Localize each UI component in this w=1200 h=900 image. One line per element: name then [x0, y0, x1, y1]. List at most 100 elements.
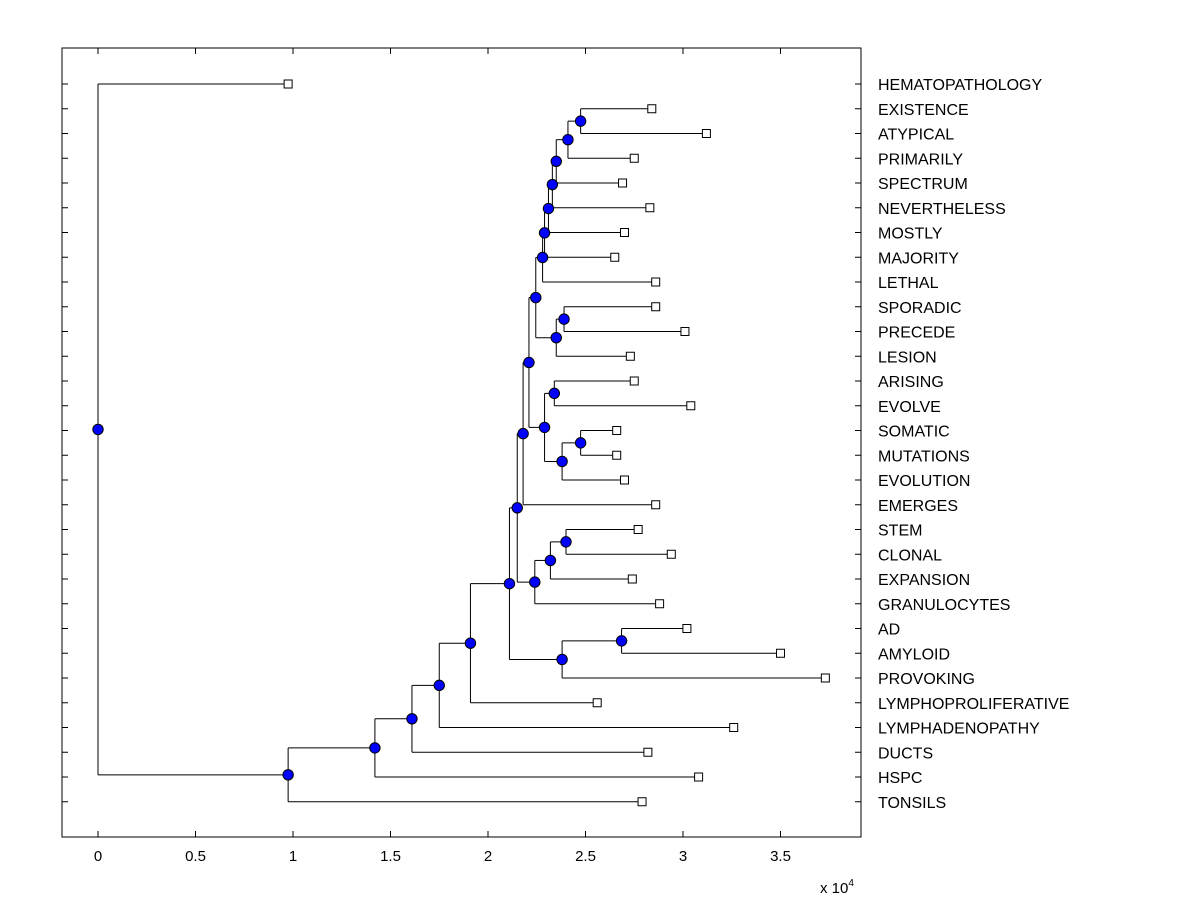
leaf-label-clonal: CLONAL [878, 547, 942, 564]
leaf-label-granulocytes: GRANULOCYTES [878, 597, 1010, 614]
x-tick-label-3: 1.5 [380, 848, 401, 865]
node-n2 [562, 133, 574, 146]
x-tick-label-6: 3 [679, 848, 687, 865]
leaf-label-hematopathology: HEMATOPATHOLOGY [878, 77, 1043, 94]
leaf-label-lymphoproliferative: LYMPHOPROLIFERATIVE [878, 696, 1069, 713]
x-axis-exponent-label: x 104 [820, 878, 854, 897]
leaf-marker-mutations [612, 450, 622, 460]
node-n6 [538, 227, 551, 239]
node-n25 [433, 679, 445, 692]
leaf-label-arising: ARISING [878, 374, 944, 391]
leaf-label-emerges: EMERGES [878, 498, 958, 515]
ticks-layer [62, 48, 861, 837]
leaf-label-evolve: EVOLVE [878, 399, 941, 416]
leaf-marker-provoking [820, 673, 830, 683]
leaf-marker-amyloid [776, 648, 785, 658]
leaf-label-provoking: PROVOKING [878, 671, 975, 688]
leaf-marker-lymphadenopathy [729, 723, 739, 732]
node-n29 [92, 423, 104, 436]
leaf-marker-mostly [620, 228, 629, 237]
node-n21 [615, 635, 628, 647]
node-n27 [369, 742, 381, 754]
leaf-marker-stem [633, 525, 643, 534]
leaf-marker-ad [682, 624, 692, 633]
node-n16 [517, 427, 529, 440]
leaf-label-stem: STEM [878, 523, 922, 540]
leaf-marker-evolve [686, 401, 696, 411]
branches-layer [97, 83, 826, 803]
leaf-marker-existence [647, 104, 657, 114]
node-n12 [574, 437, 587, 449]
leaf-label-amyloid: AMYLOID [878, 646, 950, 663]
node-n14 [538, 421, 551, 434]
leaf-label-lethal: LETHAL [878, 275, 939, 292]
leaf-label-nevertheless: NEVERTHELESS [878, 201, 1006, 218]
leaf-label-ducts: DUCTS [878, 745, 933, 762]
node-n13 [556, 455, 568, 468]
leaf-label-mostly: MOSTLY [878, 226, 943, 243]
leaf-label-ad: AD [878, 622, 900, 639]
internal-nodes-layer [92, 115, 628, 781]
node-n28 [282, 769, 294, 781]
leaf-markers-layer [283, 79, 830, 807]
x-tick-label-7: 3.5 [770, 848, 791, 865]
leaf-label-precede: PRECEDE [878, 325, 955, 342]
labels-layer: 0 0.5 1 1.5 2 2.5 3 3.5 HEMATOPATHOLOGY EXISTENCE… [94, 77, 1070, 865]
leaf-label-existence: EXISTENCE [878, 102, 969, 119]
node-n10 [530, 291, 542, 304]
x-tick-label-4: 2 [484, 848, 492, 865]
x-tick-label-0: 0 [94, 848, 102, 865]
leaf-label-sporadic: SPORADIC [878, 300, 962, 317]
x-tick-label-2: 1 [289, 848, 297, 865]
leaf-marker-ducts [643, 747, 653, 757]
leaf-marker-spectrum [618, 178, 628, 188]
node-n20 [511, 502, 523, 514]
node-n15 [523, 356, 535, 369]
leaf-marker-sporadic [651, 302, 661, 312]
node-n18 [544, 554, 557, 567]
leaf-marker-somatic [612, 426, 622, 435]
node-n3 [550, 155, 562, 168]
leaf-marker-lymphoproliferative [592, 698, 602, 708]
x-tick-label-5: 2.5 [575, 848, 596, 865]
node-n8 [558, 313, 570, 325]
leaf-marker-lesion [625, 351, 635, 361]
leaf-marker-lethal [651, 277, 661, 287]
node-n24 [464, 637, 477, 649]
leaf-marker-precede [680, 327, 690, 336]
leaf-marker-expansion [627, 574, 637, 584]
x-tick-label-1: 0.5 [185, 848, 206, 865]
leaf-label-lesion: LESION [878, 349, 937, 366]
node-n19 [529, 576, 541, 588]
leaf-marker-clonal [666, 549, 676, 559]
leaf-label-mutations: MUTATIONS [878, 448, 970, 465]
node-n11 [548, 387, 560, 400]
node-n1 [574, 115, 587, 127]
leaf-marker-granulocytes [655, 599, 665, 609]
node-n26 [406, 713, 418, 725]
leaf-marker-atypical [701, 129, 711, 138]
node-n7 [536, 251, 549, 264]
leaf-marker-arising [629, 376, 639, 386]
leaf-marker-nevertheless [645, 203, 655, 213]
plot-frame [61, 47, 862, 838]
leaf-marker-hspc [694, 772, 704, 782]
leaf-label-expansion: EXPANSION [878, 572, 970, 589]
node-n22 [556, 653, 568, 666]
leaf-label-somatic: SOMATIC [878, 424, 950, 441]
leaf-label-majority: MAJORITY [878, 250, 959, 267]
leaf-marker-emerges [651, 500, 661, 510]
node-n9 [550, 331, 562, 344]
leaf-label-evolution: EVOLUTION [878, 473, 970, 490]
node-n23 [503, 577, 516, 590]
leaf-label-tonsils: TONSILS [878, 795, 946, 812]
leaf-label-primarily: PRIMARILY [878, 151, 963, 168]
leaf-label-atypical: ATYPICAL [878, 127, 954, 144]
leaf-marker-primarily [629, 153, 639, 163]
leaf-marker-evolution [620, 475, 629, 485]
leaf-label-spectrum: SPECTRUM [878, 176, 968, 193]
node-n4 [546, 178, 559, 191]
node-n17 [560, 536, 572, 548]
leaf-label-hspc: HSPC [878, 770, 922, 787]
